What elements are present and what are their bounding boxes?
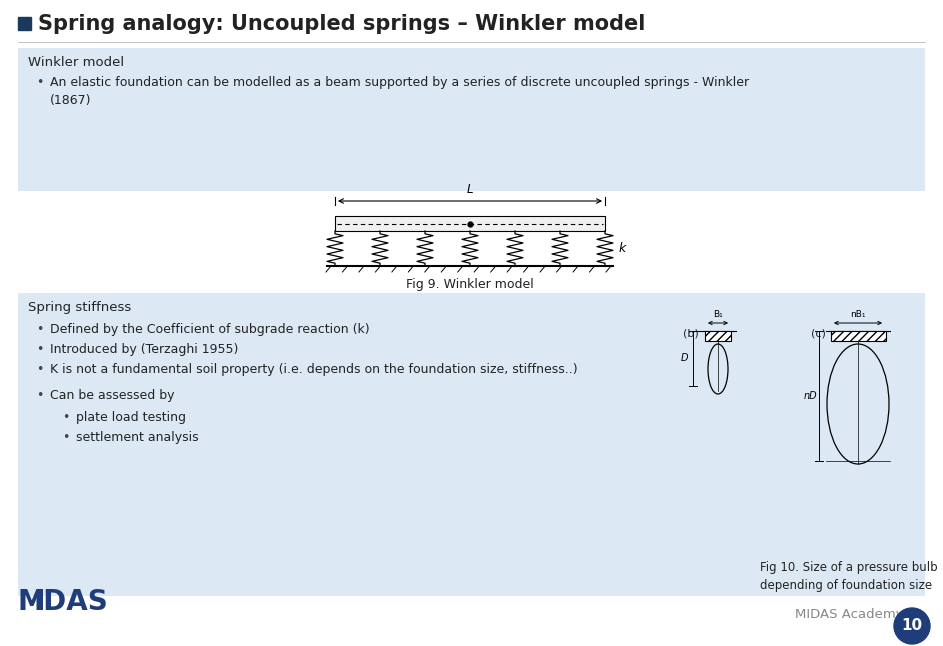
- Text: •: •: [36, 76, 43, 89]
- Text: Can be assessed by: Can be assessed by: [50, 389, 174, 402]
- Bar: [705, 331, 731, 341]
- Text: k: k: [619, 242, 626, 255]
- Text: Fig 9. Winkler model: Fig 9. Winkler model: [406, 278, 534, 291]
- Bar: [18, 17, 31, 30]
- Text: MIDAS Academy: MIDAS Academy: [795, 608, 903, 621]
- Text: D: D: [681, 353, 688, 363]
- Text: plate load testing: plate load testing: [76, 411, 186, 424]
- Text: Defined by the Coefficient of subgrade reaction (k): Defined by the Coefficient of subgrade r…: [50, 323, 370, 336]
- Text: •: •: [36, 323, 43, 336]
- Text: Fig 10. Size of a pressure bulb
depending of foundation size: Fig 10. Size of a pressure bulb dependin…: [760, 561, 937, 592]
- Text: (1867): (1867): [50, 94, 91, 107]
- Text: •: •: [36, 363, 43, 376]
- Text: •: •: [62, 431, 70, 444]
- Bar: [18, 293, 925, 596]
- Bar: [831, 331, 886, 341]
- Text: IDAS: IDAS: [34, 588, 108, 616]
- Text: M: M: [18, 588, 45, 616]
- Text: 10: 10: [902, 618, 922, 634]
- Text: Spring analogy: Uncoupled springs – Winkler model: Spring analogy: Uncoupled springs – Wink…: [38, 14, 645, 34]
- Text: nD: nD: [803, 391, 817, 401]
- Bar: [335, 216, 605, 231]
- Bar: [18, 48, 925, 191]
- Text: •: •: [36, 389, 43, 402]
- Text: An elastic foundation can be modelled as a beam supported by a series of discret: An elastic foundation can be modelled as…: [50, 76, 749, 89]
- Circle shape: [894, 608, 930, 644]
- Text: •: •: [62, 411, 70, 424]
- Text: Winkler model: Winkler model: [28, 56, 124, 69]
- Text: K is not a fundamental soil property (i.e. depends on the foundation size, stiff: K is not a fundamental soil property (i.…: [50, 363, 578, 376]
- Text: Introduced by (Terzaghi 1955): Introduced by (Terzaghi 1955): [50, 343, 239, 356]
- Text: Spring stiffness: Spring stiffness: [28, 301, 131, 314]
- Text: L: L: [467, 183, 473, 196]
- Text: (b): (b): [683, 329, 699, 339]
- Text: nB₁: nB₁: [851, 310, 866, 319]
- Text: (c): (c): [811, 329, 826, 339]
- Text: •: •: [36, 343, 43, 356]
- Text: settlement analysis: settlement analysis: [76, 431, 199, 444]
- Text: B₁: B₁: [713, 310, 723, 319]
